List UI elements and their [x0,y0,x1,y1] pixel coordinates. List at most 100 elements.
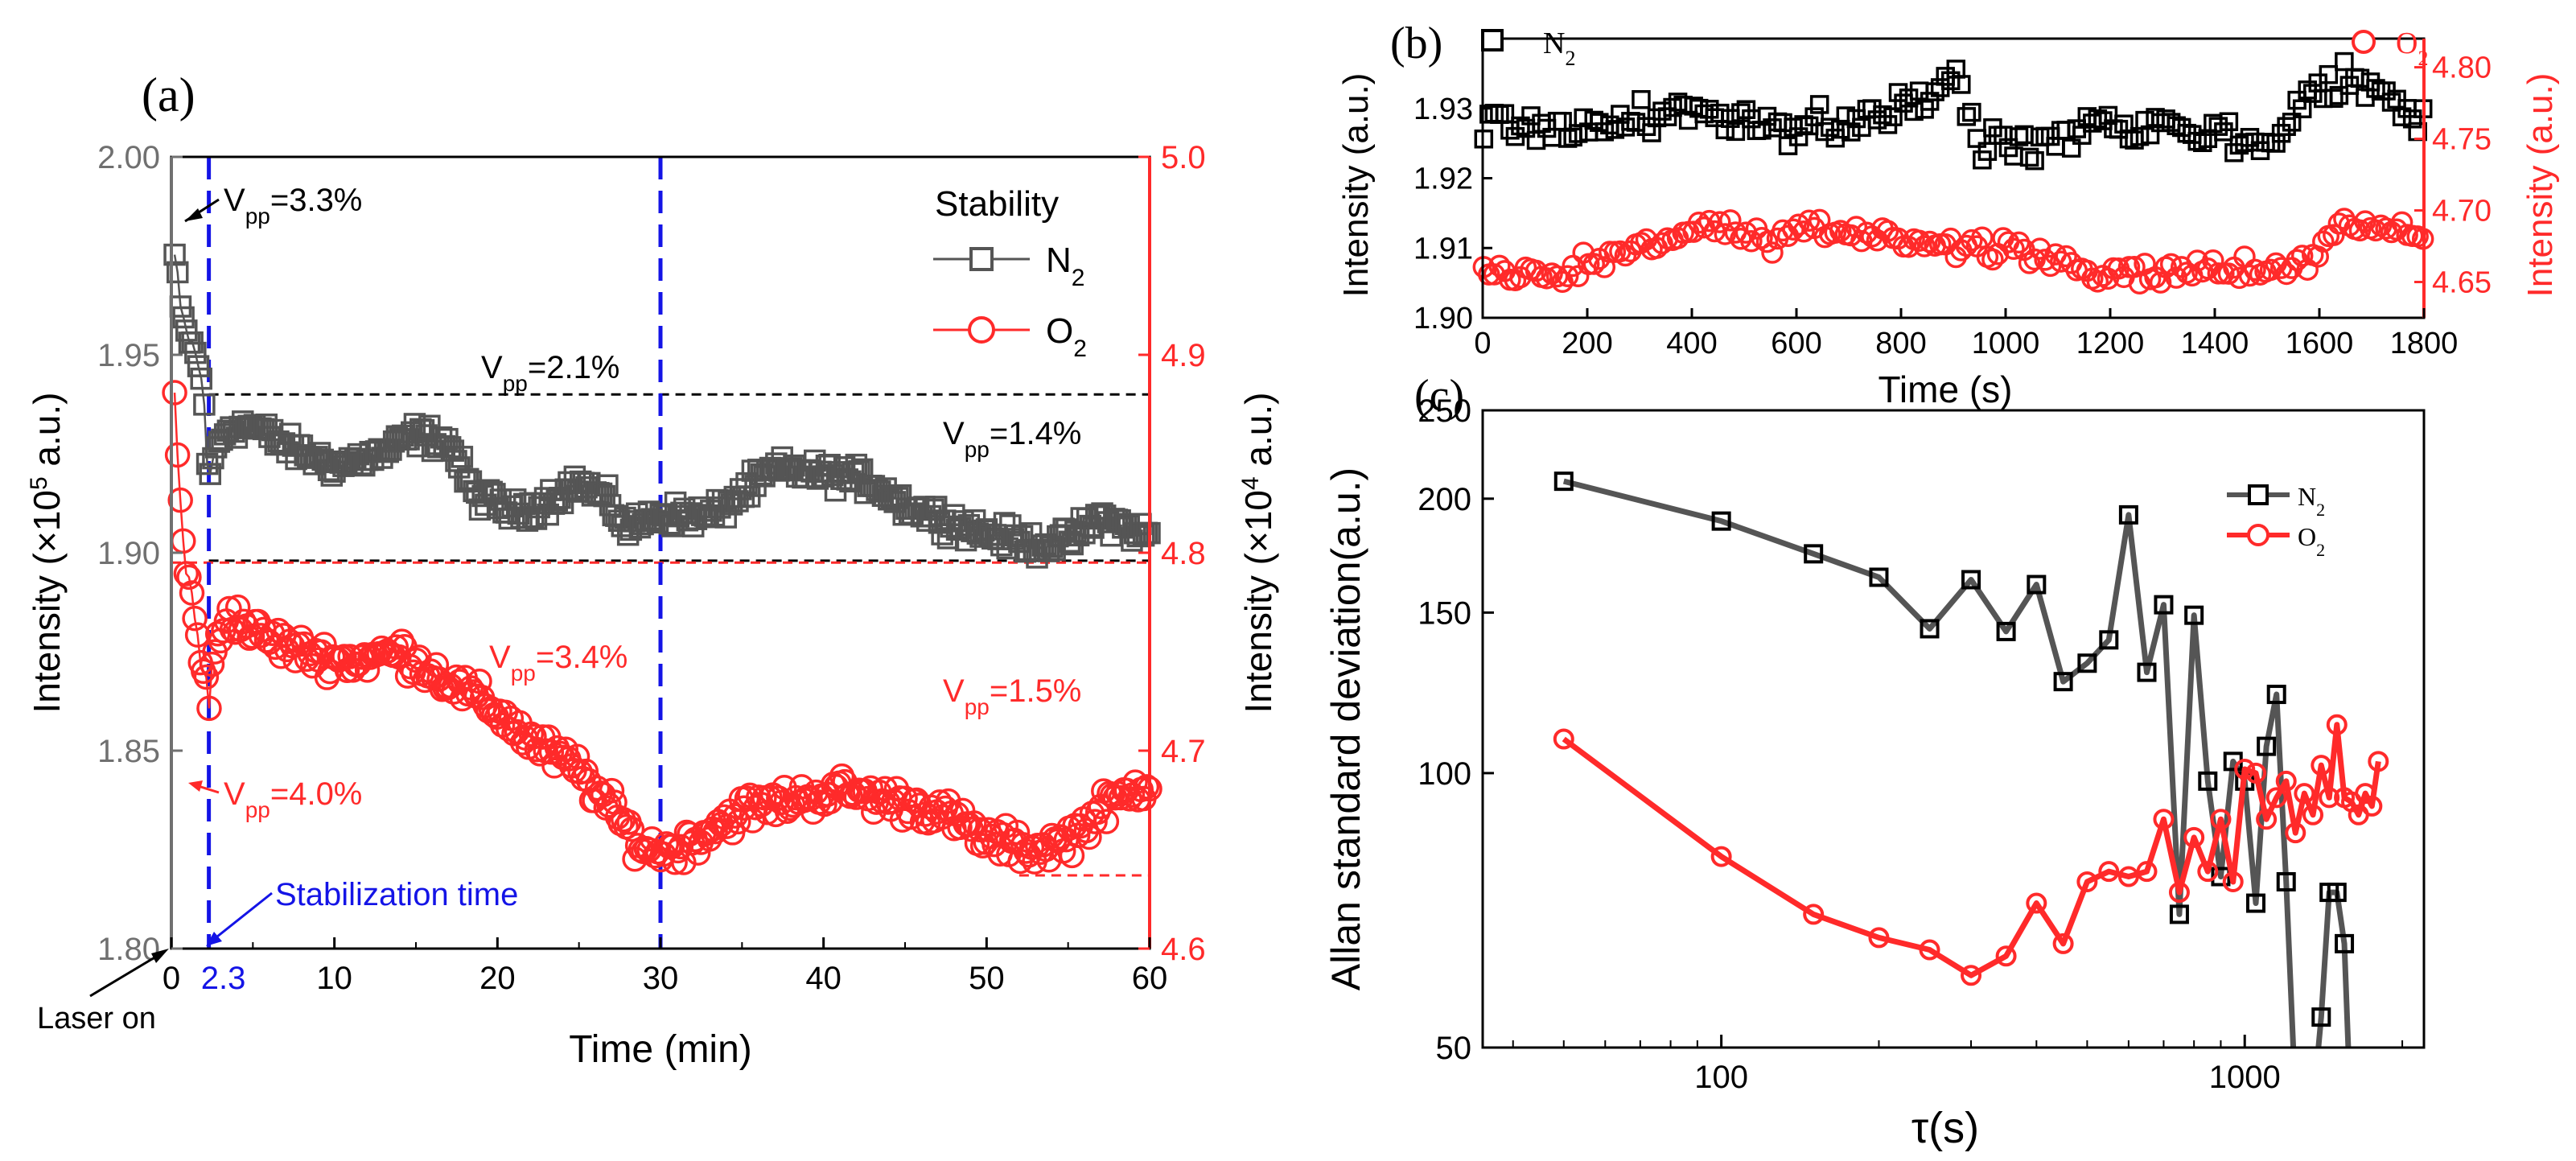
n2-point [1920,92,1940,111]
o2-point [2364,219,2387,242]
o2-point [1918,230,1941,253]
x-tick-label: 100 [1694,1060,1748,1095]
o2-allan-point [2302,804,2324,825]
n2-point [1731,103,1751,122]
y-left-tick-label: 2.00 [97,140,160,175]
n2-allan-point [2246,893,2266,913]
panel-a-ylabel-left: Intensity (×105 a.u.) [26,393,68,714]
o2-point [1582,253,1606,275]
o2-allan-point [1961,965,1982,986]
o2-point [668,834,694,860]
n2-point [1873,105,1892,125]
n2-point [1553,112,1572,131]
o2-point [2165,266,2187,289]
o2-point [1709,211,1731,233]
y-left-tick-label: 1.85 [97,734,160,769]
n2-point [2035,126,2055,146]
o2-allan-point [2319,787,2340,809]
n2-point [1940,71,1961,91]
n2-point [1841,122,1861,142]
o2-point [1761,241,1784,264]
vpp-1-4: Vpp=1.4% [943,416,1081,462]
o2-allan-point [2294,783,2315,805]
n2-point [1495,104,1515,123]
n2-point [2350,68,2370,89]
o2-allan-point [2311,755,2332,776]
o2-allan-point [1868,927,1890,949]
n2-point [2324,89,2344,108]
o2-point [2306,245,2330,268]
x-tick-label: 400 [1666,327,1717,360]
o2-point [1545,265,1569,288]
n2-point [190,367,212,390]
o2-point [2338,214,2361,237]
x-tick-label: 10 [316,961,352,996]
panel-b-label: (b) [1390,19,1442,68]
n2-point [1632,89,1651,109]
o2-point [1593,256,1616,278]
n2-allan-point [2118,504,2138,525]
o2-point [599,777,625,804]
x-tick-label: 20 [479,961,516,996]
n2-point [1883,107,1903,126]
panel-b-ylabel-left: Intensity (a.u.) [1336,73,1376,298]
stabilization-arrowhead [206,932,222,946]
n2-allan-point [2154,595,2174,615]
n2-point [2088,109,2108,129]
panel-b-xlabel: Time (s) [1879,368,2013,410]
n2-point [175,319,198,342]
x-tick-label: 1000 [2209,1060,2281,1095]
o2-allan-point [1553,728,1574,750]
panel-b-ylabel-right: Intensity (a.u.) [2520,73,2560,298]
o2-point [176,564,202,591]
o2-point [1693,216,1715,239]
n2-point [2214,122,2233,142]
o2-point [196,695,222,722]
y-left-tick-label: 1.80 [97,932,160,967]
x-tick-label: 30 [643,961,679,996]
o2-point [1076,824,1102,850]
n2-allan-point [1961,570,1981,590]
n2-allan-point [2184,605,2204,625]
vpp-3-3: Vpp=3.3% [224,183,362,228]
y-tick-label: 100 [1418,756,1471,792]
o2-allan-point [2153,809,2175,830]
o2-point [1907,229,1931,252]
o2-point [423,652,450,678]
n2-point [1710,103,1730,123]
panel-c-xlabel: τ(s) [1911,1104,1979,1152]
y-right-tick-label: 4.75 [2432,123,2492,157]
panel-b-data [1472,51,2434,295]
n2-point [2319,64,2339,84]
o2-allan-point [2256,809,2278,830]
o2-point [1961,228,1983,252]
n2-point [2030,127,2050,147]
o2-allan-point [2210,809,2232,830]
legend-c-o2-marker [2247,524,2269,546]
n2-point [2109,119,2129,139]
o2-allan-point [2361,795,2383,817]
o2-point [607,810,633,837]
y-right-tick-label: 4.65 [2432,266,2492,300]
o2-point [2323,224,2345,246]
n2-allan-point [2137,662,2157,682]
n2-point [1043,538,1066,562]
o2-point [162,380,187,406]
n2-point [1862,99,1882,118]
o2-allan-point [2285,822,2306,844]
n2-point [2009,127,2029,146]
o2-allan-point [2076,871,2098,892]
panel-a-ylabel-right: Intensity (×104 a.u.) [1237,393,1280,714]
panel-c-frame [1481,409,2426,1049]
stabilization-tick-label: 2.3 [201,961,246,996]
vpp-2-1: Vpp=2.1% [481,350,619,396]
o2-point [184,622,211,648]
x-tick-label: 800 [1875,327,1926,360]
y-right-tick-label: 4.6 [1161,932,1206,967]
y-tick-label: 200 [1418,482,1471,517]
panel-a-legend: Stability N2 O2 [933,184,1087,362]
panel-c-label: (c) [1414,371,1464,421]
x-tick-label: 1400 [2181,327,2249,360]
o2-point [702,818,728,845]
n2-point [1820,117,1840,137]
